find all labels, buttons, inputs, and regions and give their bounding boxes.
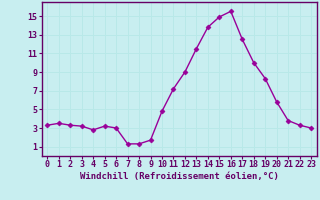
X-axis label: Windchill (Refroidissement éolien,°C): Windchill (Refroidissement éolien,°C) bbox=[80, 172, 279, 181]
